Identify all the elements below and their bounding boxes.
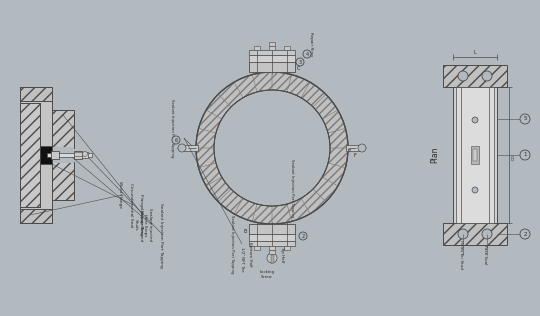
Bar: [40, 146, 52, 164]
Circle shape: [520, 150, 530, 160]
Text: Top Half: Top Half: [280, 246, 284, 262]
Text: Bottom Half: Bottom Half: [248, 242, 252, 266]
Bar: [453, 65, 497, 245]
Text: Sealant Injection Port Tapping: Sealant Injection Port Tapping: [170, 99, 174, 157]
Bar: [269, 42, 275, 46]
Bar: [269, 46, 275, 50]
Text: 3: 3: [299, 59, 301, 64]
Bar: [52, 162, 74, 200]
Circle shape: [472, 152, 478, 158]
Text: L: L: [474, 50, 476, 55]
Bar: [443, 223, 507, 245]
Text: 2: 2: [523, 232, 526, 236]
Bar: [74, 152, 82, 156]
Bar: [20, 209, 52, 223]
Text: C: C: [297, 65, 300, 70]
Text: Sealant Injection Port Tapping: Sealant Injection Port Tapping: [230, 215, 234, 273]
Text: 1/2" NPT Tee: 1/2" NPT Tee: [240, 247, 244, 271]
Bar: [82, 152, 88, 158]
Circle shape: [472, 187, 478, 193]
Circle shape: [358, 144, 366, 152]
Circle shape: [196, 72, 348, 224]
Bar: [249, 62, 295, 72]
Bar: [20, 87, 52, 101]
Text: Plan: Plan: [430, 147, 440, 163]
Text: 2: 2: [301, 234, 305, 239]
Circle shape: [267, 253, 277, 263]
Text: Face Seal: Face Seal: [483, 246, 487, 264]
Text: Sealant Injection Port Tapping: Sealant Injection Port Tapping: [290, 159, 294, 217]
Circle shape: [520, 229, 530, 239]
Text: Locking
Screw: Locking Screw: [260, 270, 274, 279]
Bar: [52, 147, 74, 163]
Bar: [269, 250, 275, 254]
Bar: [20, 87, 52, 223]
Bar: [249, 234, 295, 241]
Bar: [254, 46, 260, 50]
Bar: [284, 246, 290, 250]
Circle shape: [482, 71, 492, 81]
Text: 6: 6: [174, 137, 178, 143]
Text: Holes for Stud: Holes for Stud: [459, 240, 463, 270]
Bar: [47, 153, 92, 157]
Bar: [254, 246, 260, 250]
Circle shape: [303, 50, 311, 58]
Text: Sealant Injected
Here Stops
Leakage Around
Studs: Sealant Injected Here Stops Leakage Arou…: [134, 209, 152, 241]
Bar: [269, 246, 275, 250]
Circle shape: [520, 114, 530, 124]
Text: B: B: [244, 229, 247, 234]
Bar: [249, 224, 295, 234]
Text: Weld Flange: Weld Flange: [118, 181, 122, 209]
Text: 5: 5: [523, 117, 526, 121]
Circle shape: [178, 144, 186, 152]
Bar: [20, 103, 40, 207]
Circle shape: [458, 229, 468, 239]
Bar: [284, 46, 290, 50]
Bar: [271, 255, 273, 263]
Bar: [184, 145, 198, 151]
Circle shape: [214, 90, 330, 206]
Text: OD: OD: [509, 155, 513, 161]
Circle shape: [482, 229, 492, 239]
Bar: [249, 50, 295, 55]
Text: F: F: [354, 153, 357, 158]
Circle shape: [472, 117, 478, 123]
Bar: [249, 241, 295, 246]
Text: 1: 1: [523, 153, 526, 157]
Bar: [473, 149, 477, 161]
Text: Repair Ring: Repair Ring: [309, 32, 313, 56]
Bar: [471, 146, 479, 164]
Bar: [74, 151, 82, 159]
Text: Flange Repair Ring: Flange Repair Ring: [139, 194, 143, 236]
Bar: [456, 87, 494, 223]
Bar: [52, 110, 74, 148]
Bar: [51, 151, 59, 159]
Text: Sealant Injection Port Tapping: Sealant Injection Port Tapping: [159, 203, 163, 267]
Bar: [20, 103, 40, 207]
Text: 4: 4: [306, 52, 308, 57]
Text: Circumferential Seal: Circumferential Seal: [129, 183, 133, 227]
Bar: [346, 145, 360, 151]
Circle shape: [299, 232, 307, 240]
Circle shape: [296, 58, 304, 66]
Bar: [443, 65, 507, 87]
Circle shape: [83, 151, 87, 156]
Bar: [249, 55, 295, 62]
Circle shape: [172, 136, 180, 144]
Circle shape: [458, 71, 468, 81]
